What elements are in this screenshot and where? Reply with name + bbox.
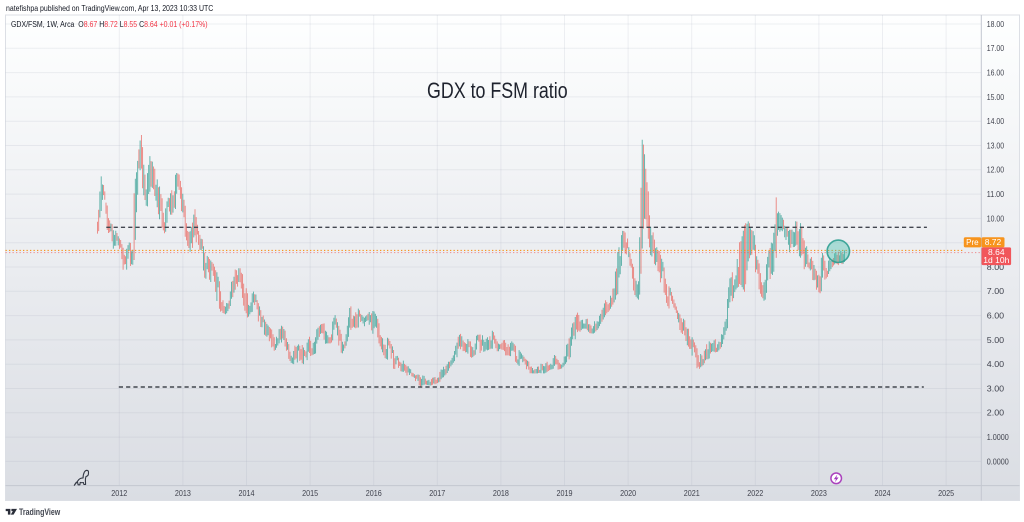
svg-text:2024: 2024	[875, 489, 891, 498]
svg-text:2021: 2021	[684, 489, 700, 498]
svg-text:1.0000: 1.0000	[987, 433, 1009, 442]
svg-text:13.00: 13.00	[987, 141, 1005, 150]
svg-text:2018: 2018	[493, 489, 509, 498]
svg-text:4.00: 4.00	[987, 360, 1005, 369]
svg-text:7.00: 7.00	[987, 287, 1005, 296]
svg-text:8.64: 8.64	[988, 247, 1005, 257]
svg-text:2015: 2015	[302, 489, 318, 498]
svg-text:0.0000: 0.0000	[987, 457, 1009, 466]
svg-text:5.00: 5.00	[987, 336, 1005, 345]
svg-text:2023: 2023	[811, 489, 827, 498]
svg-text:12.00: 12.00	[987, 166, 1005, 175]
svg-text:2013: 2013	[175, 489, 191, 498]
svg-text:11.00: 11.00	[987, 190, 1005, 199]
svg-text:8.72: 8.72	[985, 237, 1002, 247]
svg-text:3.00: 3.00	[987, 384, 1005, 393]
svg-text:1d 10h: 1d 10h	[983, 255, 1009, 265]
svg-text:8.00: 8.00	[987, 263, 1005, 272]
svg-text:2022: 2022	[747, 489, 763, 498]
svg-text:2012: 2012	[111, 489, 127, 498]
svg-text:18.00: 18.00	[987, 20, 1005, 29]
svg-text:2020: 2020	[620, 489, 636, 498]
svg-text:2019: 2019	[557, 489, 573, 498]
svg-text:14.00: 14.00	[987, 117, 1005, 126]
svg-text:Pre: Pre	[966, 238, 979, 247]
svg-text:17.00: 17.00	[987, 44, 1005, 53]
svg-text:2.00: 2.00	[987, 409, 1005, 418]
svg-text:2016: 2016	[366, 489, 382, 498]
svg-text:2017: 2017	[429, 489, 445, 498]
svg-text:6.00: 6.00	[987, 312, 1005, 321]
svg-text:16.00: 16.00	[987, 69, 1005, 78]
svg-text:2014: 2014	[239, 489, 255, 498]
svg-text:2025: 2025	[938, 489, 954, 498]
svg-text:10.00: 10.00	[987, 214, 1005, 223]
svg-text:15.00: 15.00	[987, 93, 1005, 102]
